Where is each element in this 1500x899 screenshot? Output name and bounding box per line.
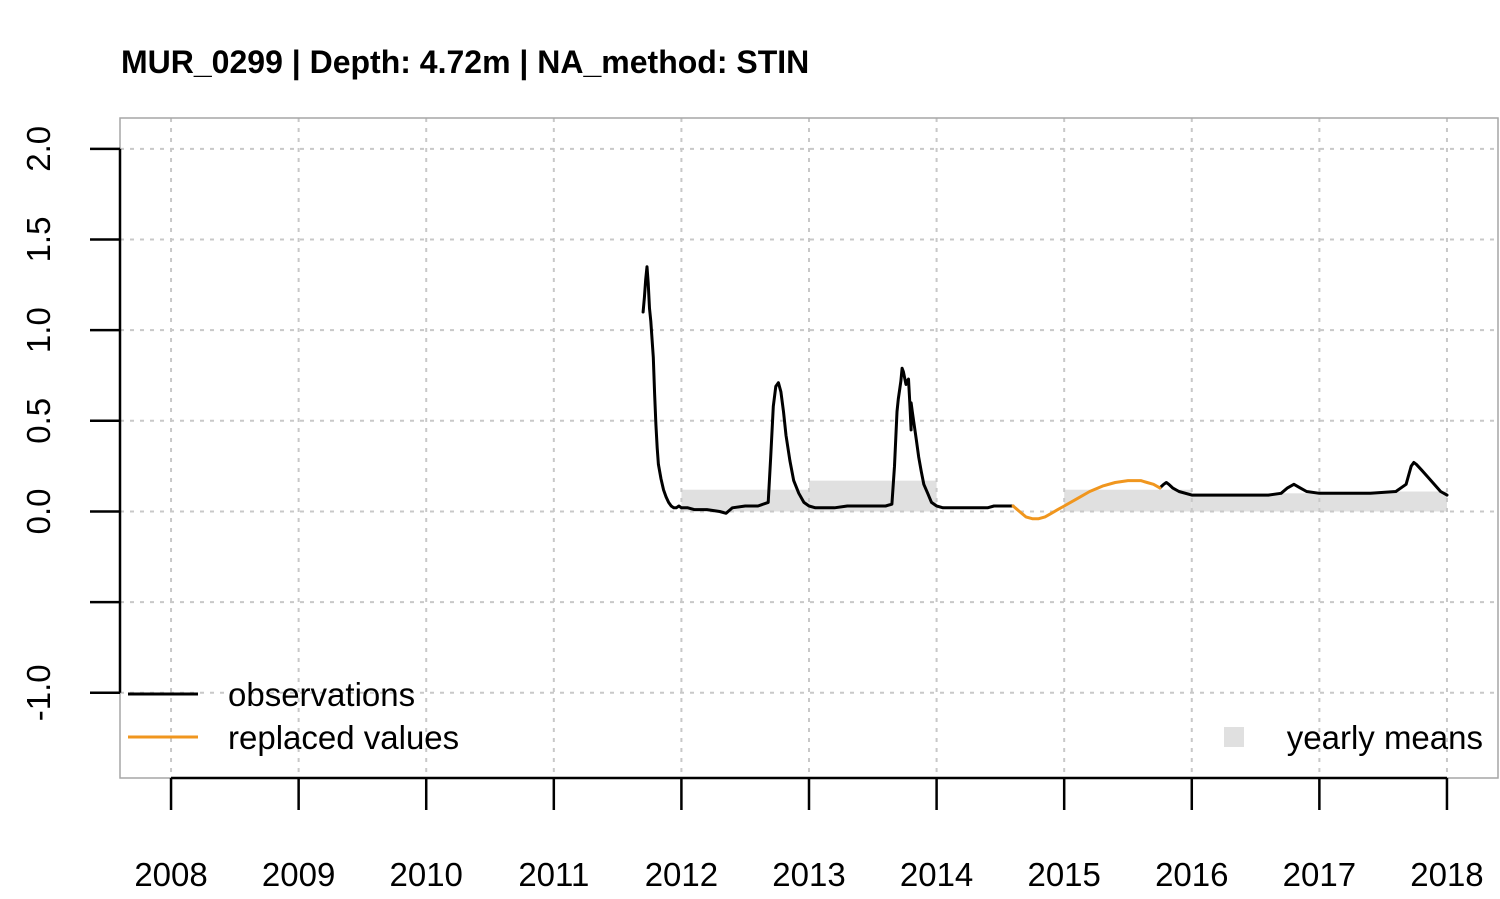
y-tick-label: 0.0	[20, 489, 57, 535]
yearly-mean-bar	[1064, 489, 1192, 512]
y-tick-label: -1.0	[20, 664, 57, 721]
x-tick-label: 2017	[1283, 856, 1356, 893]
yearly-mean-bar	[681, 489, 809, 512]
yearly-mean-bar	[1319, 491, 1447, 512]
legend-yearly-means-swatch	[1224, 727, 1244, 747]
x-tick-label: 2011	[518, 856, 589, 893]
legend: observations replaced values yearly means	[128, 676, 1483, 756]
legend-observations-label: observations	[228, 676, 415, 713]
grid-layer	[120, 118, 1498, 778]
x-tick-label: 2018	[1410, 856, 1483, 893]
y-tick-label: 1.5	[20, 217, 57, 263]
x-tick-label: 2014	[900, 856, 973, 893]
x-tick-label: 2012	[645, 856, 718, 893]
x-tick-label: 2016	[1155, 856, 1228, 893]
observations-line	[641, 265, 1015, 515]
x-tick-label: 2015	[1027, 856, 1100, 893]
x-tick-label: 2013	[772, 856, 845, 893]
replaced-values-line	[1011, 479, 1162, 521]
yearly-means-layer	[681, 480, 1447, 512]
legend-replaced-values-label: replaced values	[228, 719, 459, 756]
yearly-mean-bar	[1191, 493, 1320, 512]
y-tick-label: 2.0	[20, 126, 57, 172]
legend-yearly-means-label: yearly means	[1287, 719, 1483, 756]
y-tick-label: 0.5	[20, 398, 57, 444]
y-tick-label: 1.0	[20, 307, 57, 353]
x-tick-label: 2008	[134, 856, 207, 893]
series-layer	[641, 265, 1449, 521]
chart-title: MUR_0299 | Depth: 4.72m | NA_method: STI…	[121, 44, 809, 80]
axes-layer: -1.0 0.0 0.5 1.0 1.5 2.0 2008 2009 2010 2011 2012 2…	[20, 126, 1484, 893]
x-tick-label: 2009	[262, 856, 335, 893]
observations-line	[1158, 461, 1449, 497]
x-tick-label: 2010	[390, 856, 463, 893]
